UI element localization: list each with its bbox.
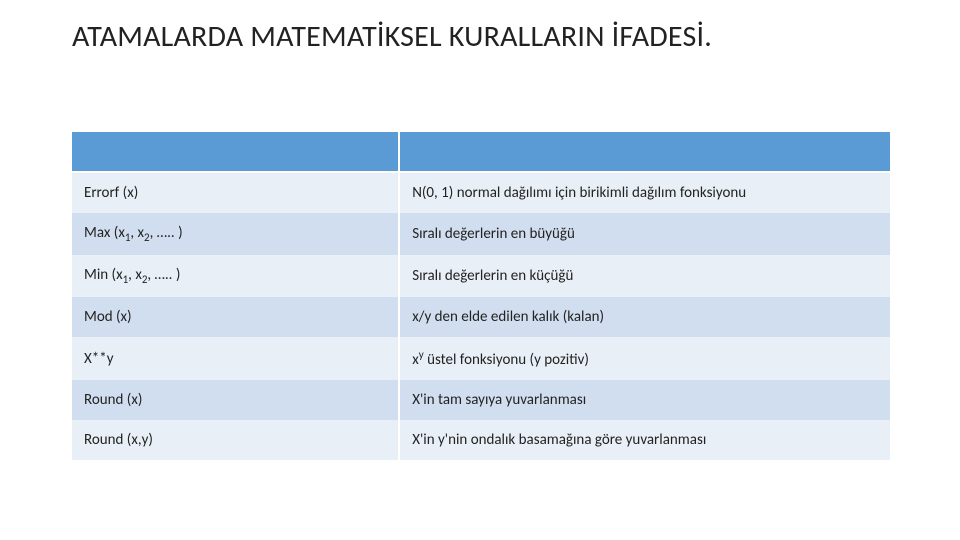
table-row: Round (x) X'in tam sayıya yuvarlanması <box>72 380 890 420</box>
cell-func: Errorf (x) <box>72 172 399 213</box>
table-row: Min (x1, x2, ….. ) Sıralı değerlerin en … <box>72 255 890 297</box>
cell-desc: X'in tam sayıya yuvarlanması <box>399 380 890 420</box>
func-suffix: , ….. ) <box>150 224 183 242</box>
func-sep: , <box>130 224 137 242</box>
cell-desc: x/y den elde edilen kalık (kalan) <box>399 297 890 337</box>
cell-desc: Sıralı değerlerin en büyüğü <box>399 213 890 255</box>
header-cell-desc <box>399 132 890 172</box>
cell-func: Mod (x) <box>72 297 399 337</box>
cell-desc: N(0, 1) normal dağılımı için birikimli d… <box>399 172 890 213</box>
cell-func: Round (x) <box>72 380 399 420</box>
cell-func: Round (x,y) <box>72 420 399 460</box>
table-row: X**y xy üstel fonksiyonu (y pozitiv) <box>72 337 890 380</box>
func-prefix: Min ( <box>84 266 116 284</box>
page-title: ATAMALARDA MATEMATİKSEL KURALLARIN İFADE… <box>72 18 712 55</box>
cell-desc: Sıralı değerlerin en küçüğü <box>399 255 890 297</box>
table-row: Mod (x) x/y den elde edilen kalık (kalan… <box>72 297 890 337</box>
table-row: Round (x,y) X'in y'nin ondalık basamağın… <box>72 420 890 460</box>
cell-desc: xy üstel fonksiyonu (y pozitiv) <box>399 337 890 380</box>
table-row: Max (x1, x2, ….. ) Sıralı değerlerin en … <box>72 213 890 255</box>
table-header-row <box>72 132 890 172</box>
cell-func: Min (x1, x2, ….. ) <box>72 255 399 297</box>
table-row: Errorf (x) N(0, 1) normal dağılımı için … <box>72 172 890 213</box>
cell-func: Max (x1, x2, ….. ) <box>72 213 399 255</box>
desc-after: üstel fonksiyonu (y pozitiv) <box>424 351 589 369</box>
func-prefix: Max ( <box>84 224 118 242</box>
func-suffix: , ….. ) <box>147 266 180 284</box>
functions-table: Errorf (x) N(0, 1) normal dağılımı için … <box>72 132 890 460</box>
cell-desc: X'in y'nin ondalık basamağına göre yuvar… <box>399 420 890 460</box>
cell-func: X**y <box>72 337 399 380</box>
header-cell-func <box>72 132 399 172</box>
